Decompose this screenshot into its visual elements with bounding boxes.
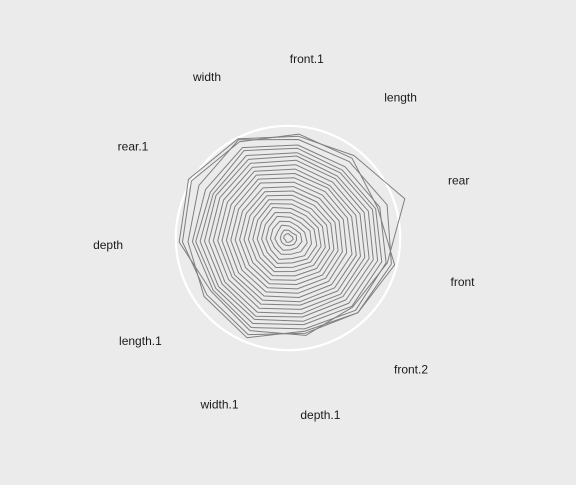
axis-label-front-1: front.1: [290, 52, 324, 66]
radar-series-12: [225, 177, 353, 298]
axis-label-front: front: [450, 275, 475, 289]
radar-series-23: [274, 224, 303, 251]
radar-grid-circle: [174, 124, 402, 352]
axis-label-length: length: [384, 91, 417, 105]
axis-label-rear: rear: [448, 174, 469, 188]
radar-series-21: [265, 215, 312, 260]
radar-series-5: [195, 147, 383, 326]
radar-series-25: [283, 233, 294, 243]
axis-label-depth-1: depth.1: [300, 408, 340, 422]
radar-series-18: [252, 203, 326, 273]
radar-series-20: [261, 212, 318, 264]
radar-series-16: [243, 194, 335, 281]
radar-series-3: [187, 139, 392, 339]
radar-series-14: [234, 186, 343, 290]
radar-series-22: [269, 220, 308, 255]
axis-label-front-2: front.2: [394, 362, 428, 376]
radar-series-9: [212, 164, 366, 310]
radar-series-10: [217, 168, 361, 306]
axis-label-rear-1: rear.1: [118, 140, 149, 154]
radar-series-19: [256, 207, 322, 268]
radar-series-group: [178, 133, 406, 339]
axis-label-length-1: length.1: [119, 334, 162, 348]
radar-grid: [174, 124, 402, 352]
radar-series-17: [247, 199, 331, 277]
radar-series-11: [221, 173, 357, 303]
radar-series-4: [191, 144, 387, 330]
axis-label-depth: depth: [93, 238, 123, 252]
radar-series-13: [230, 181, 348, 294]
radar-axis-labels: front.1 length rear front front.2 depth.1 widt…: [93, 52, 475, 422]
radar-series-6: [199, 152, 379, 322]
radar-series-2: [178, 135, 406, 336]
axis-label-width-1: width.1: [199, 398, 238, 412]
radar-series-7: [204, 155, 374, 318]
axis-label-width: width: [192, 70, 221, 84]
radar-series-15: [239, 190, 339, 285]
radar-series-24: [279, 229, 297, 247]
radar-series-8: [208, 159, 370, 315]
